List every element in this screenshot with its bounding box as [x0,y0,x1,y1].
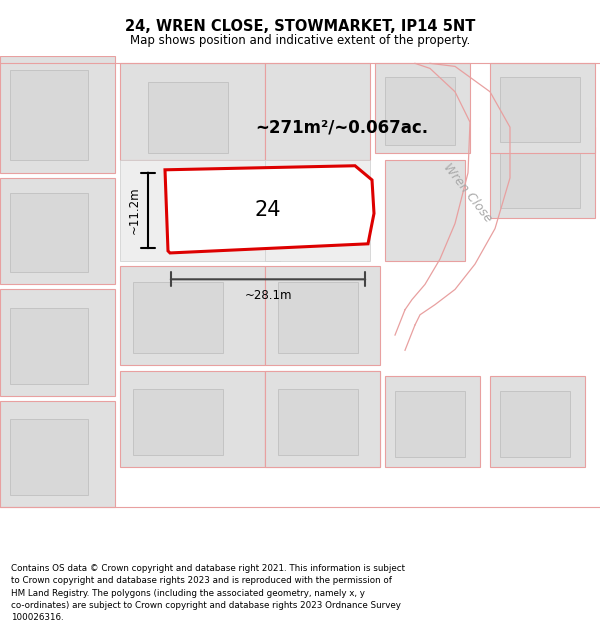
Bar [265,371,380,467]
Bar [278,389,358,455]
Bar [265,371,380,467]
Text: 24: 24 [255,201,281,221]
Text: Wren Close: Wren Close [441,161,495,225]
Bar [490,127,595,219]
Bar [10,193,88,272]
Bar [10,308,88,384]
Bar [500,391,570,457]
Bar [500,76,580,142]
Bar [265,159,370,261]
Polygon shape [165,166,374,253]
Bar [0,289,115,396]
Bar [385,376,480,467]
Polygon shape [385,76,455,146]
Bar [385,159,465,261]
Bar [0,401,115,508]
Bar [395,391,465,457]
Bar [10,419,88,495]
Text: ~271m²/~0.067ac.: ~271m²/~0.067ac. [255,118,428,136]
Bar [120,266,265,366]
Bar [148,82,228,152]
Bar [500,139,580,208]
Bar [278,282,358,353]
Text: ~28.1m: ~28.1m [244,289,292,302]
Bar [490,63,595,152]
Bar [375,63,470,152]
Bar [120,63,265,159]
Bar [10,71,88,159]
Bar [133,282,223,353]
Bar [120,371,265,467]
Bar [490,376,585,467]
Bar [133,389,223,455]
Text: Contains OS data © Crown copyright and database right 2021. This information is : Contains OS data © Crown copyright and d… [11,564,405,622]
Text: Map shows position and indicative extent of the property.: Map shows position and indicative extent… [130,34,470,47]
Bar [265,266,380,366]
Text: 24, WREN CLOSE, STOWMARKET, IP14 5NT: 24, WREN CLOSE, STOWMARKET, IP14 5NT [125,19,475,34]
Bar [0,178,115,284]
Bar [265,63,370,159]
Bar [0,56,115,173]
Bar [120,159,280,261]
Text: ~11.2m: ~11.2m [128,186,140,234]
